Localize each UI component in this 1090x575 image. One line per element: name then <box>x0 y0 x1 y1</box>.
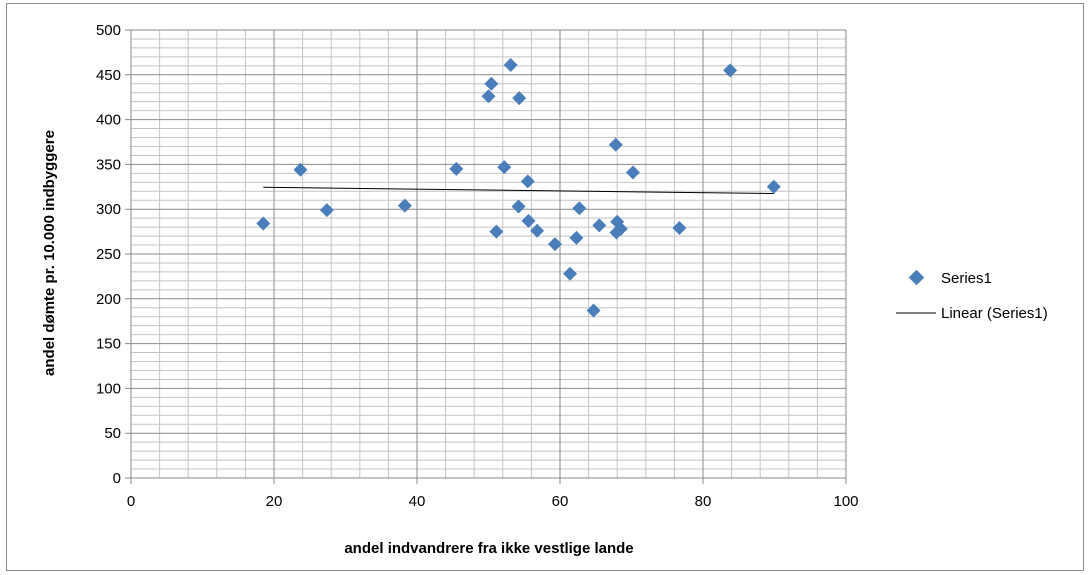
data-points <box>256 57 781 318</box>
data-point <box>449 161 464 176</box>
x-tick-labels: 0 20 40 60 80 100 <box>127 493 859 510</box>
data-point <box>397 198 412 213</box>
x-tick-label: 40 <box>409 493 426 510</box>
linear-trendline <box>263 186 774 195</box>
y-tick-label: 150 <box>96 336 121 353</box>
data-point <box>592 218 607 233</box>
y-tick-label: 500 <box>96 22 121 39</box>
x-tick-label: 0 <box>127 493 135 510</box>
data-point <box>503 57 518 72</box>
y-tick-label: 200 <box>96 291 121 308</box>
y-tick-label: 50 <box>104 425 121 442</box>
x-tick-label: 100 <box>833 493 858 510</box>
data-point <box>511 199 526 214</box>
data-point <box>547 237 562 252</box>
y-axis-title: andel dømte pr. 10.000 indbyggere <box>41 130 58 376</box>
y-tick-label: 400 <box>96 112 121 129</box>
data-point <box>293 162 308 177</box>
major-gridlines <box>125 29 847 484</box>
data-point <box>608 137 623 152</box>
data-point <box>521 213 536 228</box>
legend-series-marker <box>908 269 925 286</box>
data-point <box>586 303 601 318</box>
data-point <box>625 165 640 180</box>
data-point <box>497 160 512 175</box>
trendline <box>263 186 774 195</box>
y-tick-label: 0 <box>113 470 121 487</box>
data-point <box>766 179 781 194</box>
x-tick-label: 80 <box>695 493 712 510</box>
data-point <box>530 223 545 238</box>
y-tick-label: 300 <box>96 201 121 218</box>
data-point <box>256 216 271 231</box>
y-tick-label: 100 <box>96 380 121 397</box>
data-point <box>481 89 496 104</box>
x-tick-label: 20 <box>266 493 283 510</box>
y-tick-label: 250 <box>96 246 121 263</box>
legend-series-label: Series1 <box>941 270 992 287</box>
data-point <box>512 91 527 106</box>
data-point <box>484 76 499 91</box>
y-tick-label: 350 <box>96 156 121 173</box>
legend-trendline-label: Linear (Series1) <box>941 305 1048 322</box>
data-point <box>489 224 504 239</box>
y-tick-label: 450 <box>96 67 121 84</box>
data-point <box>723 63 738 78</box>
legend: Series1 Linear (Series1) <box>896 269 1048 322</box>
data-point <box>563 266 578 281</box>
data-point <box>569 230 584 245</box>
data-point <box>520 174 535 189</box>
data-point <box>613 221 628 236</box>
data-point <box>672 221 687 236</box>
data-point <box>319 203 334 218</box>
x-axis-title: andel indvandrere fra ikke vestlige land… <box>344 540 633 557</box>
chart-frame <box>6 3 1084 571</box>
data-point <box>572 201 587 216</box>
y-tick-labels: 0 50 100 150 200 250 300 350 400 450 500 <box>96 22 121 487</box>
x-tick-label: 60 <box>552 493 569 510</box>
